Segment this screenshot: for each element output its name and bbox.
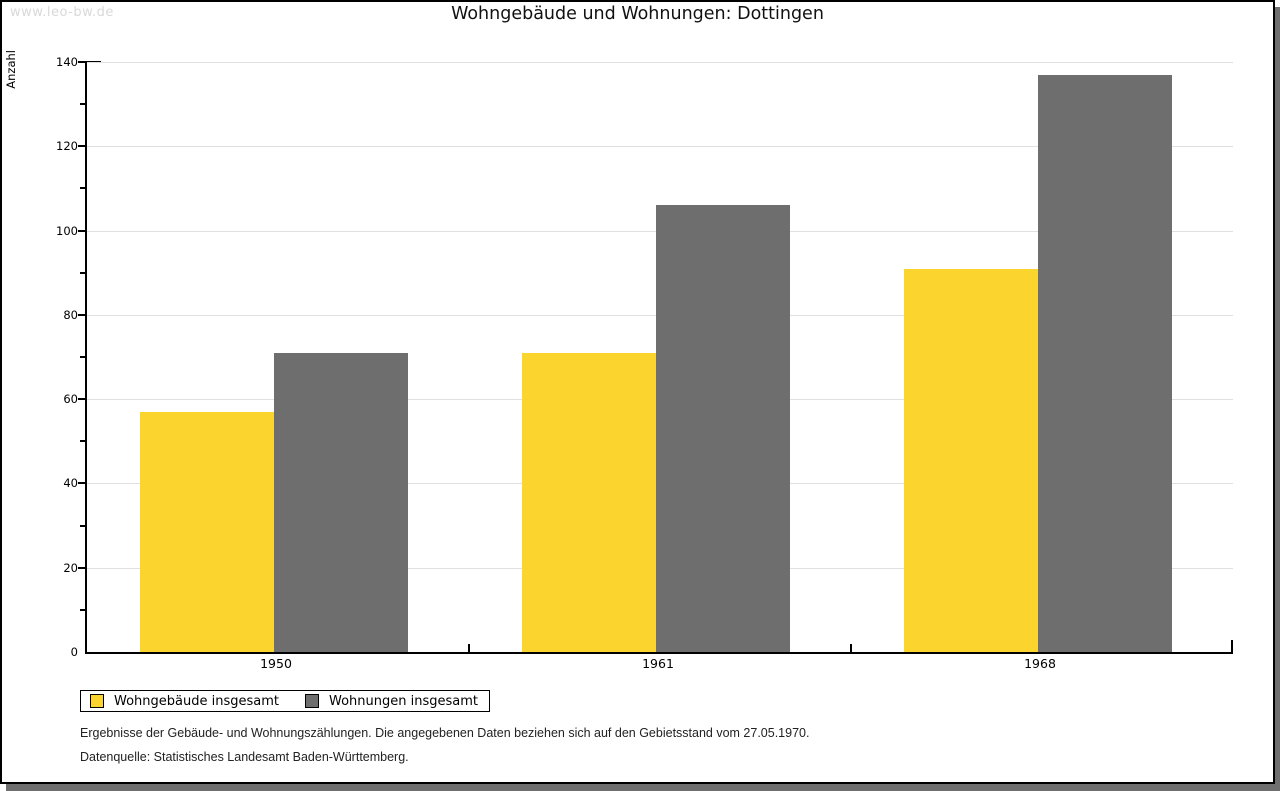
y-tick-label: 20 bbox=[63, 560, 78, 575]
y-tick bbox=[80, 271, 85, 274]
plot-area bbox=[78, 61, 1233, 654]
y-tick bbox=[78, 566, 85, 569]
legend-label: Wohnungen insgesamt bbox=[329, 693, 478, 709]
x-tick-label: 1968 bbox=[1024, 656, 1056, 671]
footnote-line-2: Datenquelle: Statistisches Landesamt Bad… bbox=[80, 750, 409, 764]
y-tick-label: 80 bbox=[63, 307, 78, 322]
x-boundary-tick bbox=[850, 644, 852, 652]
y-grid-line bbox=[87, 146, 1233, 148]
page-title: Wohngebäude und Wohnungen: Dottingen bbox=[451, 4, 824, 24]
y-tick bbox=[80, 440, 85, 443]
y-tick bbox=[78, 61, 85, 63]
legend-swatch-gray-icon bbox=[305, 694, 319, 708]
watermark-text: www.leo-bw.de bbox=[10, 5, 114, 20]
y-grid-line bbox=[87, 62, 1233, 63]
bar-wohnungen-1968 bbox=[1038, 74, 1173, 652]
y-tick bbox=[78, 229, 85, 232]
y-tick bbox=[80, 524, 85, 527]
y-tick bbox=[80, 608, 85, 611]
y-tick bbox=[78, 398, 85, 401]
y-tick bbox=[80, 356, 85, 358]
x-axis-right-cap bbox=[1231, 640, 1233, 652]
bar-wohnungen-1961 bbox=[656, 205, 791, 652]
legend-box: Wohngebäude insgesamt Wohnungen insgesam… bbox=[80, 690, 490, 712]
x-boundary-tick bbox=[468, 644, 470, 652]
y-tick-label: 140 bbox=[56, 55, 78, 69]
y-tick-label: 120 bbox=[56, 139, 78, 154]
y-tick bbox=[80, 187, 85, 190]
footnote-line-1: Ergebnisse der Gebäude- und Wohnungszähl… bbox=[80, 726, 810, 740]
y-tick-label: 40 bbox=[63, 476, 78, 491]
legend-item-wohngebaeude: Wohngebäude insgesamt bbox=[90, 694, 279, 709]
x-tick-label: 1950 bbox=[260, 656, 292, 671]
y-tick-label: 0 bbox=[70, 645, 78, 659]
y-axis-title: Anzahl bbox=[4, 50, 18, 89]
y-tick bbox=[80, 103, 85, 106]
legend-item-wohnungen: Wohnungen insgesamt bbox=[305, 694, 478, 709]
y-tick bbox=[78, 145, 85, 148]
legend-swatch-yellow-icon bbox=[90, 694, 104, 708]
y-tick bbox=[78, 313, 85, 316]
x-tick-label: 1961 bbox=[642, 656, 674, 671]
y-tick-label: 60 bbox=[63, 392, 78, 407]
bar-wohngebaeude-1968 bbox=[904, 268, 1039, 652]
bar-wohngebaeude-1961 bbox=[522, 352, 657, 652]
y-tick bbox=[78, 482, 85, 485]
bar-wohngebaeude-1950 bbox=[140, 411, 275, 652]
bar-wohnungen-1950 bbox=[274, 352, 409, 652]
y-tick-label: 100 bbox=[56, 223, 78, 238]
legend-label: Wohngebäude insgesamt bbox=[114, 693, 279, 709]
